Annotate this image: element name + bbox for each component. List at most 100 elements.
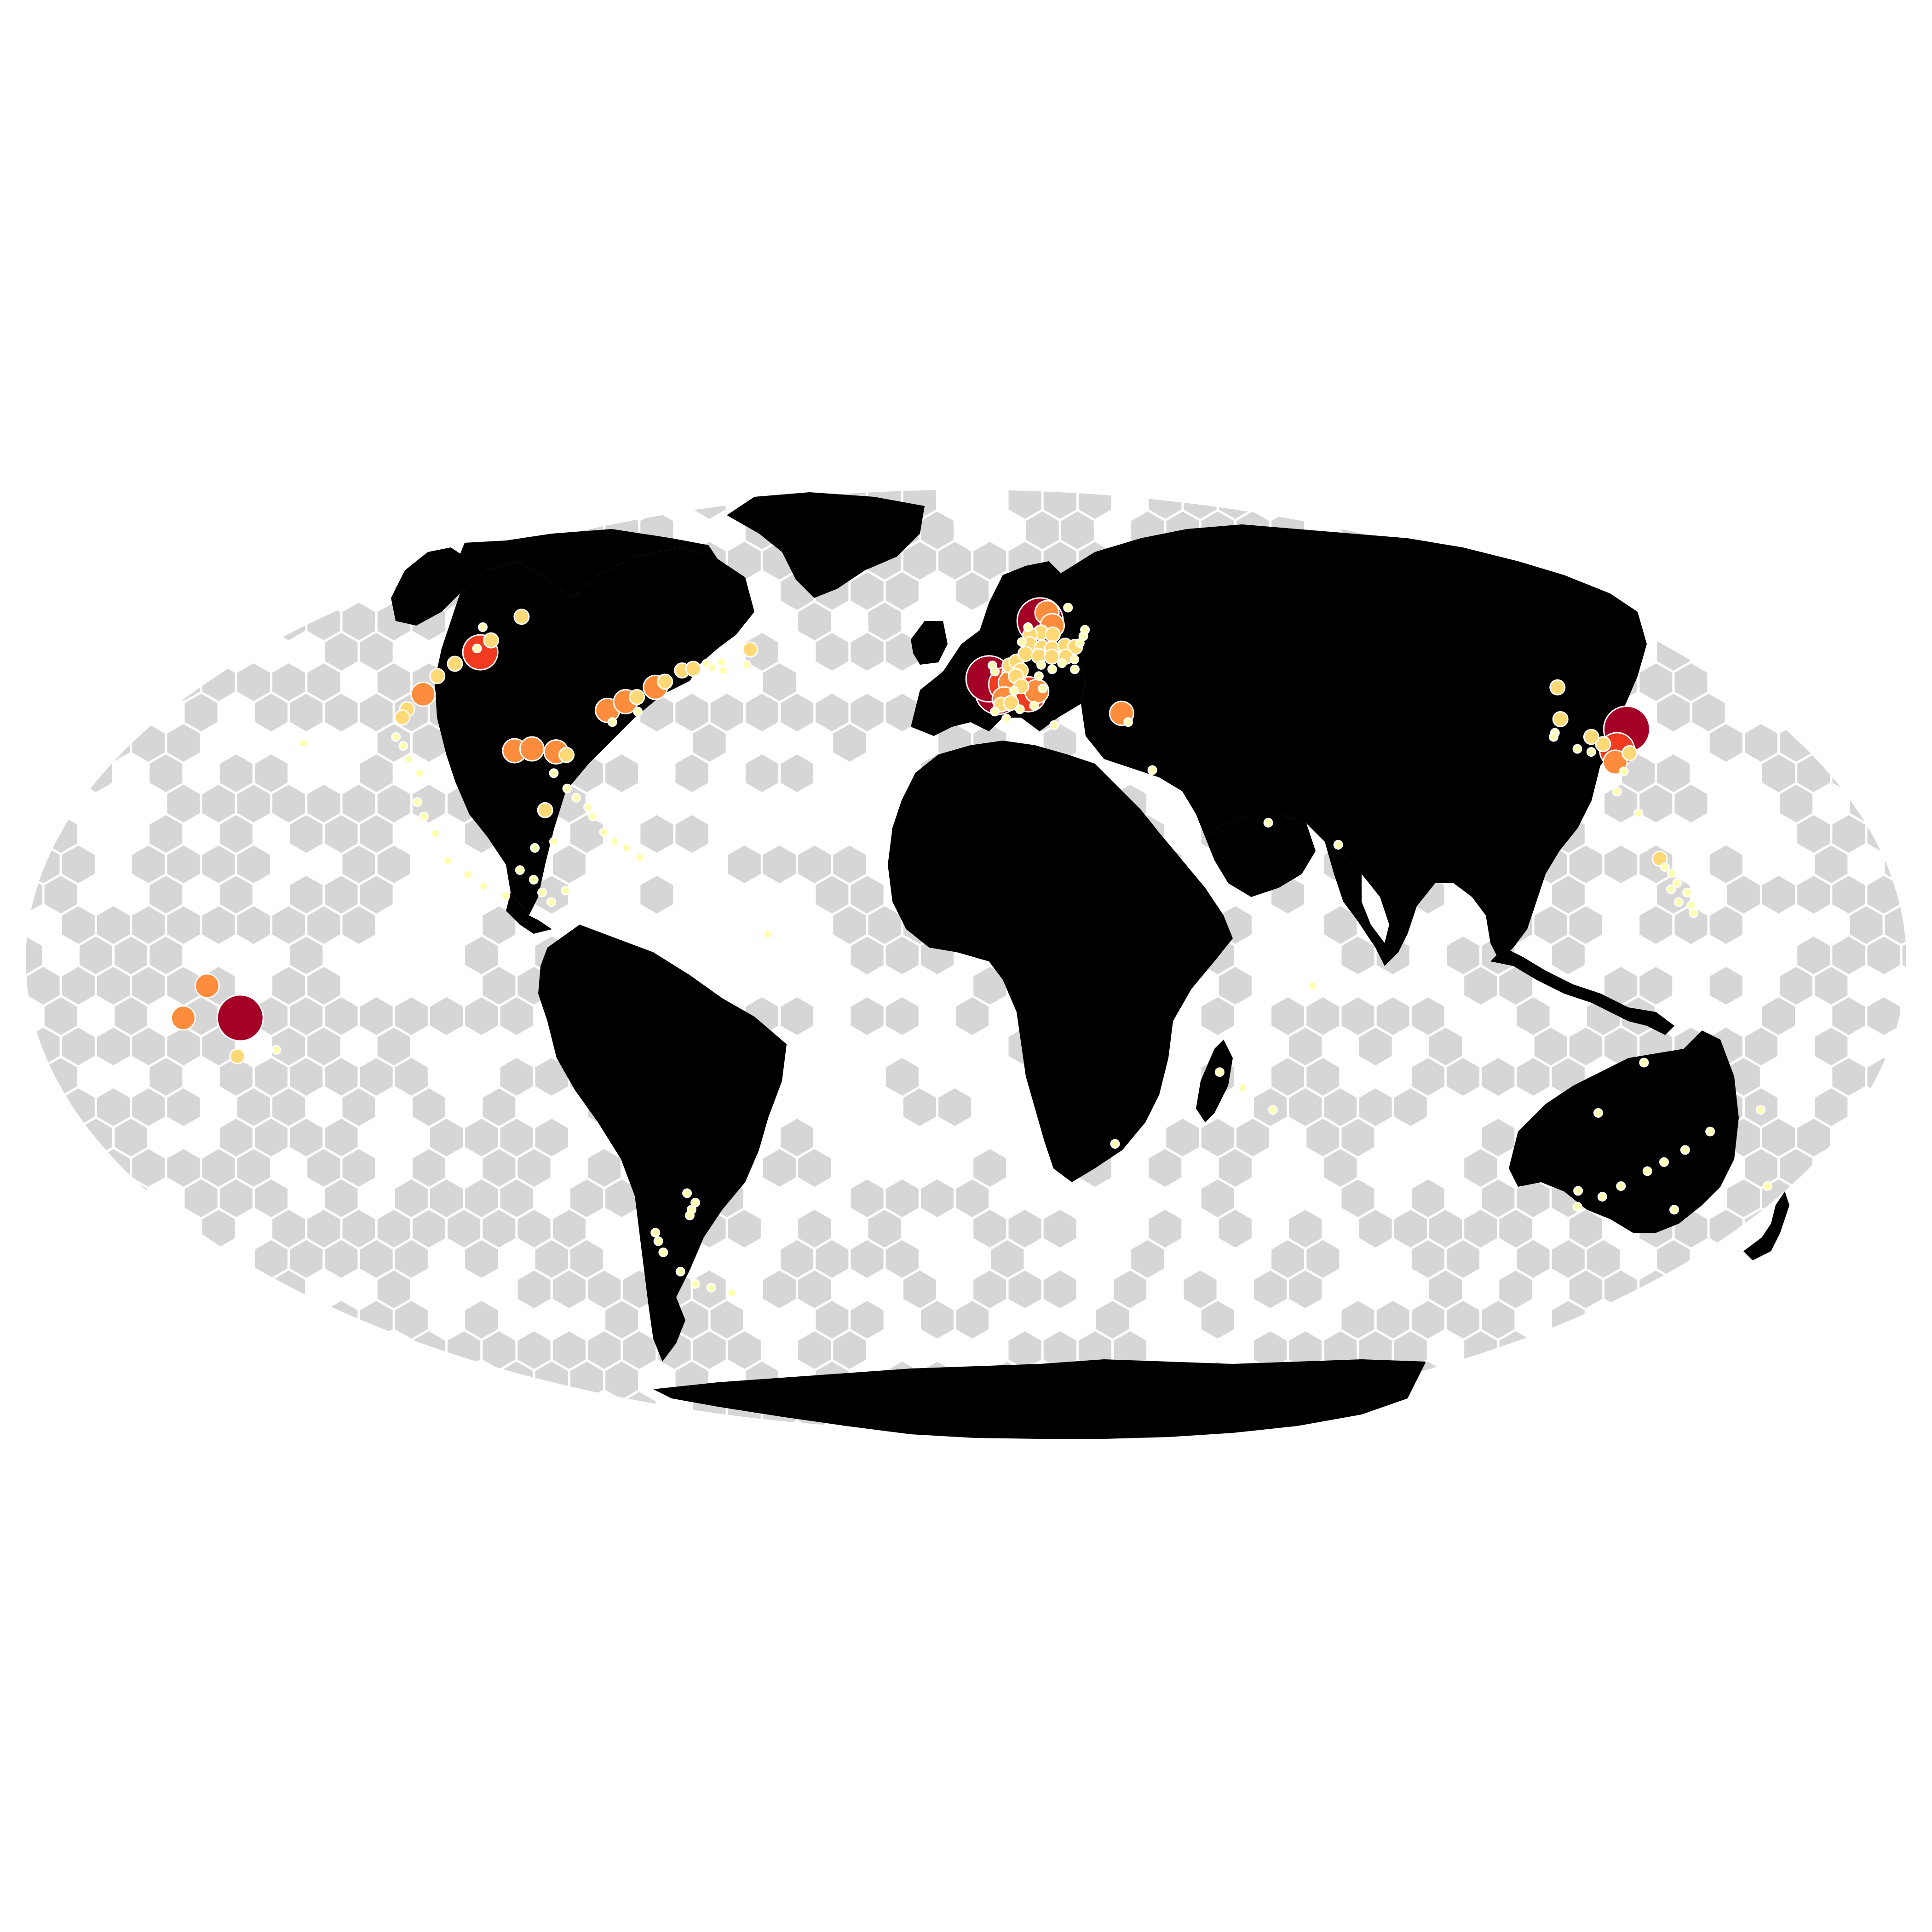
map-marker[interactable] <box>1651 851 1668 867</box>
map-marker[interactable] <box>1572 1202 1582 1212</box>
map-marker[interactable] <box>1070 664 1080 674</box>
map-marker[interactable] <box>1659 1157 1669 1167</box>
map-marker[interactable] <box>299 738 309 748</box>
map-marker[interactable] <box>1047 664 1057 674</box>
map-marker[interactable] <box>1642 1166 1652 1176</box>
map-marker[interactable] <box>1612 787 1622 797</box>
map-marker[interactable] <box>1666 884 1676 894</box>
map-marker[interactable] <box>1593 1108 1603 1118</box>
map-marker[interactable] <box>1572 744 1582 754</box>
map-marker[interactable] <box>650 1228 661 1238</box>
map-marker[interactable] <box>1045 626 1061 643</box>
map-marker[interactable] <box>1667 868 1677 878</box>
map-marker[interactable] <box>1214 1067 1225 1077</box>
map-marker[interactable] <box>1633 808 1644 818</box>
map-marker[interactable] <box>558 747 575 763</box>
map-marker[interactable] <box>1123 717 1133 727</box>
map-marker[interactable] <box>414 768 425 778</box>
map-marker[interactable] <box>607 717 617 727</box>
map-marker[interactable] <box>429 668 446 684</box>
map-marker[interactable] <box>690 1279 700 1289</box>
map-marker[interactable] <box>1057 658 1067 668</box>
map-marker[interactable] <box>1573 1186 1583 1196</box>
map-marker[interactable] <box>463 869 473 880</box>
map-marker[interactable] <box>561 886 571 896</box>
map-marker[interactable] <box>419 811 429 822</box>
map-marker[interactable] <box>706 1282 716 1293</box>
map-marker[interactable] <box>271 1045 282 1055</box>
map-marker[interactable] <box>1003 695 1019 711</box>
map-marker[interactable] <box>546 897 556 907</box>
map-marker[interactable] <box>479 881 489 891</box>
map-marker[interactable] <box>1044 649 1060 665</box>
map-marker[interactable] <box>990 707 1000 717</box>
map-marker[interactable] <box>610 837 620 847</box>
map-marker[interactable] <box>588 811 598 822</box>
map-marker[interactable] <box>1333 840 1343 850</box>
map-marker[interactable] <box>170 1005 196 1031</box>
map-marker[interactable] <box>478 622 488 632</box>
map-marker[interactable] <box>515 865 525 875</box>
map-marker[interactable] <box>472 644 482 654</box>
map-marker[interactable] <box>529 874 539 885</box>
map-marker[interactable] <box>1619 766 1629 776</box>
map-marker[interactable] <box>1669 1205 1679 1215</box>
map-marker[interactable] <box>530 843 540 853</box>
map-marker[interactable] <box>1616 1181 1626 1191</box>
map-marker[interactable] <box>682 1188 692 1198</box>
map-marker[interactable] <box>1308 981 1318 991</box>
map-marker[interactable] <box>1049 720 1059 730</box>
map-marker[interactable] <box>1038 684 1048 694</box>
map-marker[interactable] <box>1001 713 1012 724</box>
map-marker[interactable] <box>394 709 410 726</box>
map-marker[interactable] <box>653 1236 663 1246</box>
map-marker[interactable] <box>513 609 530 625</box>
map-marker[interactable] <box>447 656 463 672</box>
map-marker[interactable] <box>1639 1058 1649 1068</box>
map-marker[interactable] <box>1595 736 1611 753</box>
map-marker[interactable] <box>398 741 408 751</box>
map-marker[interactable] <box>1063 603 1073 613</box>
map-marker[interactable] <box>194 973 220 999</box>
map-marker[interactable] <box>742 660 752 670</box>
map-marker[interactable] <box>583 802 593 812</box>
map-marker[interactable] <box>410 681 436 707</box>
map-marker[interactable] <box>1237 1083 1248 1093</box>
map-marker[interactable] <box>412 797 422 807</box>
map-marker[interactable] <box>537 802 553 818</box>
map-marker[interactable] <box>1586 747 1596 757</box>
map-marker[interactable] <box>684 1210 695 1220</box>
map-marker[interactable] <box>658 1248 668 1257</box>
map-marker[interactable] <box>633 707 643 717</box>
map-marker[interactable] <box>229 1048 246 1064</box>
map-marker[interactable] <box>621 843 631 853</box>
map-marker[interactable] <box>1549 679 1566 696</box>
map-marker[interactable] <box>635 852 645 862</box>
map-marker[interactable] <box>742 641 759 658</box>
map-marker[interactable] <box>675 1266 685 1276</box>
map-marker[interactable] <box>216 994 264 1042</box>
map-marker[interactable] <box>629 689 645 705</box>
map-marker[interactable] <box>1023 622 1033 632</box>
map-marker[interactable] <box>1660 862 1670 872</box>
map-marker[interactable] <box>1080 625 1090 635</box>
map-marker[interactable] <box>599 827 609 837</box>
map-marker[interactable] <box>718 666 728 675</box>
map-marker[interactable] <box>727 1288 737 1298</box>
map-marker[interactable] <box>1680 1145 1690 1155</box>
map-marker[interactable] <box>1017 646 1034 662</box>
map-marker[interactable] <box>1597 1192 1607 1202</box>
map-marker[interactable] <box>1672 878 1682 888</box>
map-marker[interactable] <box>1762 1181 1772 1191</box>
map-marker[interactable] <box>990 667 1000 677</box>
map-marker[interactable] <box>500 891 511 901</box>
map-marker[interactable] <box>1017 637 1027 647</box>
map-marker[interactable] <box>1622 745 1638 761</box>
map-marker[interactable] <box>1034 671 1044 681</box>
map-marker[interactable] <box>549 837 559 847</box>
map-marker[interactable] <box>1070 654 1080 664</box>
map-marker[interactable] <box>562 783 572 794</box>
map-marker[interactable] <box>1009 686 1019 696</box>
map-marker[interactable] <box>1583 729 1599 745</box>
map-marker[interactable] <box>537 887 547 897</box>
